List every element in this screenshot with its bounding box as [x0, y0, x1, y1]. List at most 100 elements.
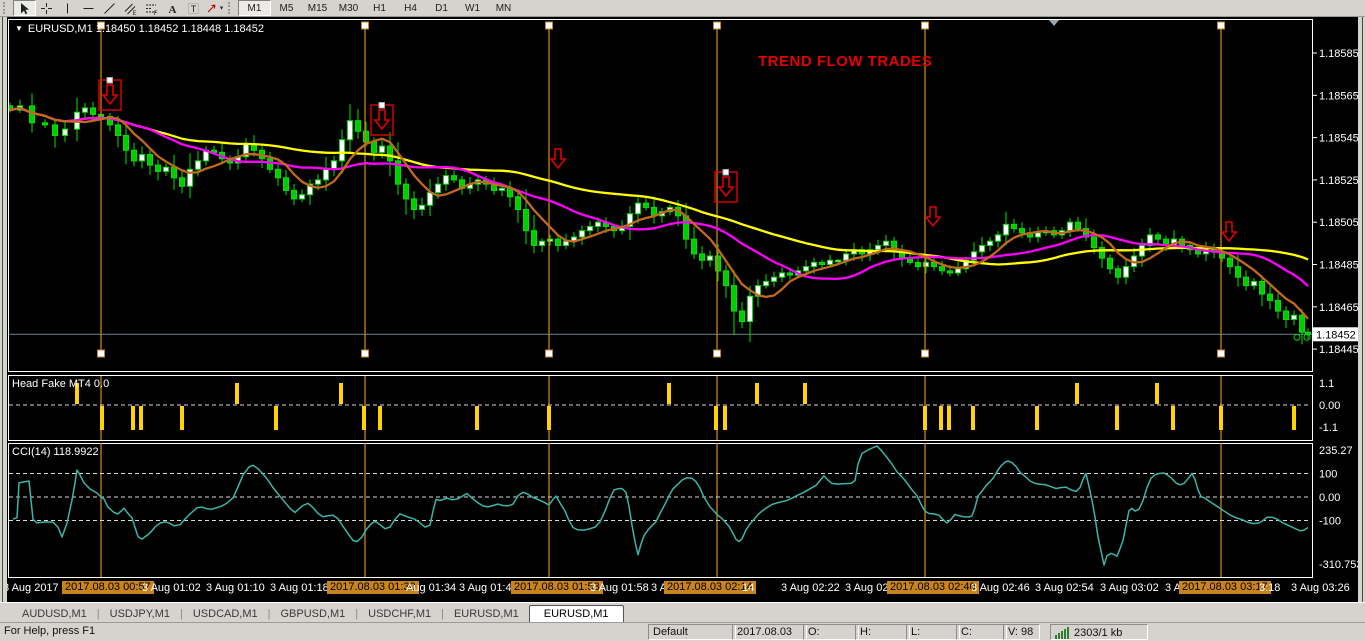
head-fake-bar	[1219, 406, 1223, 430]
head-fake-bar	[180, 406, 184, 430]
cci-pane-border	[8, 443, 1313, 578]
svg-text:E: E	[132, 11, 136, 15]
timeframe-button-m30[interactable]: M30	[338, 2, 359, 14]
equidistant-channel-tool-icon: E	[124, 3, 137, 15]
head-fake-bar	[971, 406, 975, 430]
vline-handle[interactable]	[1217, 349, 1225, 358]
vline-handle[interactable]	[713, 21, 721, 30]
signal-box-handle[interactable]	[722, 169, 729, 176]
vline-handle[interactable]	[921, 21, 929, 30]
price-tick-label: 1.18505	[1319, 217, 1359, 229]
chart-tab-usdchf-m1[interactable]: USDCHF,M1	[368, 608, 432, 620]
timeframe-button-w1[interactable]: W1	[465, 2, 480, 14]
equidistant-channel-tool-button[interactable]: E	[120, 1, 141, 15]
head-fake-bar	[100, 406, 104, 430]
dropdown-caret-icon: ▾	[219, 5, 224, 12]
time-axis[interactable]: 3 Aug 2017 2017.08.03 00:57 3 Aug 01:02 3 A…	[0, 579, 1358, 601]
time-label-highlighted: 2017.08.03 02:14	[664, 581, 756, 594]
current-price-label: 1.18452	[1316, 329, 1356, 341]
timeframe-button-h4[interactable]: H4	[404, 2, 417, 14]
vertical-time-lines[interactable]	[97, 21, 1225, 577]
chart-tab-usdjpy-m1[interactable]: USDJPY,M1	[109, 608, 170, 620]
fibonacci-tool-icon: F	[146, 4, 158, 15]
vline-handle[interactable]	[545, 349, 553, 358]
timeframe-button-h1[interactable]: H1	[373, 2, 386, 14]
arrows-tool-button[interactable]: ▾	[204, 1, 225, 15]
chart-tab-gbpusd-m1[interactable]: GBPUSD,M1	[280, 608, 346, 620]
vline-handle[interactable]	[545, 21, 553, 30]
sell-arrow-icon[interactable]	[924, 206, 942, 228]
time-label: 3 Aug 03:26	[1291, 582, 1350, 594]
cci-line	[12, 445, 1309, 566]
head-fake-bar	[1115, 406, 1119, 430]
head-fake-bar	[723, 406, 727, 430]
tab-separator: |	[441, 608, 444, 620]
status-section-3: H: 1.18472	[855, 624, 910, 640]
chart-tab-active[interactable]: EURUSD,M1	[528, 605, 624, 624]
timeframe-button-m15[interactable]: M15	[307, 2, 328, 14]
head-fake-bar	[235, 383, 239, 404]
sell-arrow-icon[interactable]	[373, 109, 391, 131]
head-fake-axis-label: 0.00	[1319, 400, 1340, 412]
sell-signals[interactable]	[98, 77, 1238, 243]
toolbar-grip[interactable]	[3, 2, 10, 14]
status-help-text: For Help, press F1	[4, 625, 96, 637]
head-fake-bar	[1075, 383, 1079, 404]
head-fake-bar	[803, 383, 807, 404]
head-fake-bar	[75, 383, 79, 404]
slow-ma-line	[9, 106, 1309, 266]
price-tick-label: 1.18525	[1319, 175, 1359, 187]
status-section-6: V: 98	[1003, 624, 1040, 640]
vline-handle[interactable]	[361, 21, 369, 30]
horizontal-line-tool-button[interactable]	[78, 1, 99, 15]
timeframe-button-d1[interactable]: D1	[435, 2, 448, 14]
vline-handle[interactable]	[1217, 21, 1225, 30]
head-fake-bar	[378, 406, 382, 430]
svg-text:A: A	[169, 4, 177, 15]
sell-arrow-icon[interactable]	[717, 176, 735, 198]
status-section-0: Default	[648, 624, 736, 640]
vline-handle[interactable]	[361, 349, 369, 358]
chart-tab-usdcad-m1[interactable]: USDCAD,M1	[192, 608, 258, 620]
sell-arrow-icon[interactable]	[1220, 221, 1238, 243]
head-fake-bars	[75, 383, 1296, 430]
signal-box-handle[interactable]	[106, 77, 113, 84]
timeframe-button-mn[interactable]: MN	[495, 2, 512, 14]
head-fake-bar	[1155, 383, 1159, 404]
time-label: 14	[742, 582, 755, 594]
head-fake-bar	[1171, 406, 1175, 430]
head-fake-bar	[362, 406, 366, 430]
connection-status: 2303/1 kb	[1050, 624, 1148, 640]
window-left-edge	[0, 16, 7, 602]
cursor-tool-button[interactable]	[13, 0, 36, 16]
time-label: 3 Aug 01:58	[590, 582, 649, 594]
chart-tab-eurusd-m1[interactable]: EURUSD,M1	[453, 608, 519, 620]
sell-arrow-icon[interactable]	[549, 148, 567, 170]
timeframe-button-m5[interactable]: M5	[279, 2, 294, 14]
sell-arrow-icon[interactable]	[101, 84, 119, 106]
fast-ma-line	[9, 106, 1309, 320]
vline-handle[interactable]	[921, 349, 929, 358]
trendline-tool-button[interactable]	[99, 1, 120, 15]
crosshair-tool-button[interactable]	[36, 1, 57, 15]
price-tick-label: 1.18545	[1319, 133, 1359, 145]
text-tool-button[interactable]: A	[162, 1, 183, 15]
time-label-highlighted: 2017.08.03 01:30	[327, 581, 419, 594]
chart-tab-audusd-m1[interactable]: AUDUSD,M1	[22, 608, 87, 620]
toolbar-grip[interactable]	[228, 2, 235, 14]
status-section-4: L: 1.18458	[906, 624, 960, 640]
time-label-highlighted: 2017.08.03 02:40	[887, 581, 979, 594]
vertical-line-tool-button[interactable]	[57, 1, 78, 15]
vline-handle[interactable]	[97, 21, 105, 30]
price-axis[interactable]: 1.18585 1.18565 1.18545 1.18525 1.18505 1.184…	[1312, 48, 1365, 571]
label-tool-button[interactable]: T	[183, 1, 204, 15]
svg-text:F: F	[154, 11, 158, 15]
time-label: 3 Aug 01:18	[270, 582, 329, 594]
vline-handle[interactable]	[713, 349, 721, 358]
vline-handle[interactable]	[97, 349, 105, 358]
fibonacci-tool-button[interactable]: F	[141, 1, 162, 15]
timeframe-button-m1[interactable]: M1	[238, 0, 271, 16]
signal-box-handle[interactable]	[378, 102, 385, 109]
